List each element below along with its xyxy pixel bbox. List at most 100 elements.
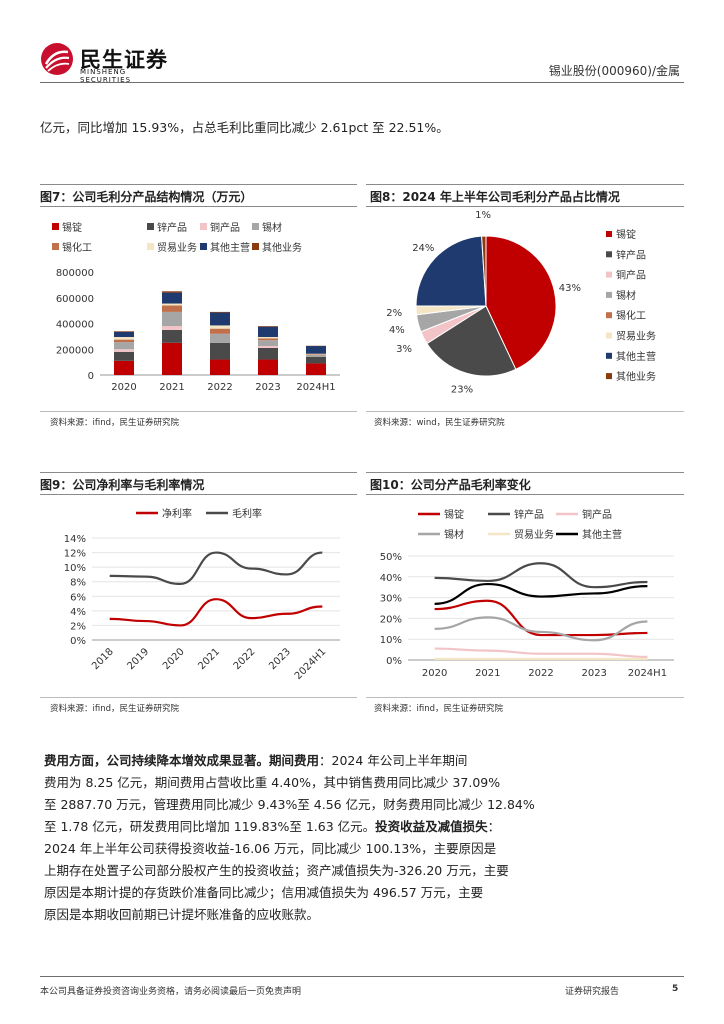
fig7-legend-label: 锡锭: [62, 221, 82, 234]
fig9-ytick-label: 8%: [70, 578, 86, 589]
fig8-pie-slice: [415, 235, 487, 307]
fig8-slice-label: 1%: [475, 210, 491, 221]
fig7-xtick-label: 2020: [111, 382, 136, 393]
fig8-legend-label: 锡锭: [616, 228, 636, 241]
fig9-xtick-label: 2019: [125, 646, 151, 672]
fig10-legend-label: 铜产品: [582, 508, 612, 521]
fig7-bar-segment: [162, 326, 182, 330]
fig9-xtick-label: 2024H1: [293, 646, 329, 682]
fig7-bar-segment: [114, 339, 134, 343]
body-bold-invest: 投资收益及减值损失: [375, 819, 488, 834]
fig10-title: 图10：公司分产品毛利率变化: [370, 478, 531, 492]
fig9-xtick-label: 2023: [267, 646, 293, 672]
fig7-legend-label: 其他主营: [210, 241, 250, 254]
fig7-bar-segment: [210, 342, 230, 360]
fig7-top-rule: [40, 184, 357, 185]
fig10-ytick-label: 10%: [380, 635, 402, 646]
fig10-bottom-rule: [366, 697, 684, 698]
body-bold-cost: 费用方面，公司持续降本增效成果显著。: [44, 753, 270, 768]
fig7-bar-segment: [162, 292, 182, 304]
logo-emblem-icon: [41, 43, 73, 75]
fig7-legend-label: 铜产品: [210, 221, 240, 234]
fig9-ytick-label: 6%: [70, 592, 86, 603]
fig10-ytick-label: 0%: [386, 656, 402, 667]
fig8-slice-label: 3%: [396, 344, 412, 355]
fig9-title: 图9：公司净利率与毛利率情况: [40, 478, 205, 492]
header-divider: [40, 82, 684, 83]
body-text-4a: 至 1.78 亿元，研发费用同比增加 119.83%至 1.63 亿元。: [44, 819, 376, 834]
report-stock-title: 锡业股份(000960)/金属: [548, 64, 680, 78]
fig7-legend-label: 锌产品: [157, 221, 187, 234]
fig7-legend-label: 锡材: [262, 221, 282, 234]
body-line-6: 上期存在处置子公司部分股权产生的投资收益；资产减值损失为-326.20 万元，主…: [44, 863, 509, 878]
fig7-bar-segment: [306, 353, 326, 355]
body-line-4: 至 1.78 亿元，研发费用同比增加 119.83%至 1.63 亿元。投资收益…: [44, 816, 684, 838]
fig7-ytick-label: 200000: [56, 345, 94, 356]
fig7-bar-segment: [114, 351, 134, 361]
fig8-slice-label: 43%: [559, 283, 581, 294]
fig8-legend-label: 其他业务: [616, 370, 656, 383]
fig10-legend-label: 锡材: [444, 528, 464, 541]
fig7-legend-swatch: [52, 223, 59, 230]
fig7-bar-segment: [162, 342, 182, 375]
fig7-legend-swatch: [252, 243, 259, 250]
logo-name-en: MINSHENG SECURITIES: [80, 68, 132, 84]
fig7-bar-segment: [306, 363, 326, 375]
fig9-ytick-label: 0%: [70, 636, 86, 647]
fig7-bar-segment: [210, 311, 230, 313]
footer-disclaimer: 本公司具备证券投资咨询业务资格，请务必阅读最后一页免责声明: [40, 987, 302, 997]
fig8-legend-swatch: [606, 251, 612, 258]
fig7-bar-segment: [162, 305, 182, 312]
fig10-series-line: [434, 582, 648, 605]
fig7-bar-segment: [162, 329, 182, 343]
fig8-legend-label: 其他主营: [616, 350, 656, 363]
intro-paragraph: 亿元，同比增加 15.93%，占总毛利比重同比减少 2.61pct 至 22.5…: [40, 120, 449, 135]
fig7-legend-label: 锡化工: [62, 241, 92, 254]
fig8-title: 图8：2024 年上半年公司毛利分产品占比情况: [370, 190, 620, 204]
fig7-legend-swatch: [200, 223, 207, 230]
fig8-legend-swatch: [606, 352, 612, 359]
fig7-bar-segment: [162, 303, 182, 306]
fig7-ytick-label: 400000: [56, 320, 94, 331]
fig10-xtick-label: 2021: [475, 668, 500, 679]
fig7-bar-segment: [210, 328, 230, 334]
fig8-pie-chart: 43% 23% 3% 4% 2% 24% 1% 锡锭锌产品铜产品锡材锡化工贸易业务其他主营其他…: [386, 210, 656, 396]
fig10-legend-label: 锡锭: [444, 508, 464, 521]
fig10-xtick-label: 2024H1: [628, 668, 667, 679]
fig7-bar-segment: [258, 346, 278, 348]
fig10-ytick-label: 30%: [380, 594, 402, 605]
fig10-title-rule: [366, 494, 684, 495]
fig9-legend-label: 毛利率: [232, 507, 262, 520]
fig10-top-rule: [366, 472, 684, 473]
fig8-top-rule: [366, 184, 684, 185]
body-bold-period-expense: 期间费用: [269, 753, 320, 768]
fig7-legend-swatch: [200, 243, 207, 250]
fig7-bar-segment: [210, 333, 230, 343]
fig7-xtick-label: 2024H1: [296, 382, 335, 393]
fig8-legend-label: 锌产品: [616, 248, 646, 261]
fig7-source: 资料来源：ifind，民生证券研究院: [50, 418, 179, 428]
fig7-bar-segment: [114, 331, 134, 338]
fig10-ytick-label: 40%: [380, 573, 402, 584]
fig7-bar-segment: [114, 342, 134, 350]
fig10-legend-label: 锌产品: [514, 508, 544, 521]
fig7-ytick-label: 0: [88, 371, 94, 382]
fig8-legend-label: 锡材: [616, 289, 636, 302]
fig7-bar-segment: [114, 331, 134, 332]
fig8-legend-swatch: [606, 231, 612, 237]
fig10-series-line: [434, 562, 648, 589]
fig10-source: 资料来源：ifind，民生证券研究院: [374, 704, 503, 714]
company-logo: 民生证券 MINSHENG SECURITIES: [40, 42, 180, 84]
fig9-ytick-label: 2%: [70, 621, 86, 632]
fig7-ytick-label: 800000: [56, 268, 94, 279]
fig9-xtick-label: 2021: [196, 646, 222, 672]
fig9-title-rule: [40, 494, 357, 495]
fig7-bar-segment: [258, 340, 278, 347]
body-text-4c: ：: [487, 819, 501, 834]
fig9-ytick-label: 4%: [70, 607, 86, 618]
fig10-series-line: [434, 647, 648, 658]
fig7-xtick-label: 2022: [207, 382, 232, 393]
footer-page-number: 5: [672, 984, 679, 994]
fig7-bar-segment: [258, 326, 278, 327]
fig7-legend-swatch: [52, 243, 59, 250]
